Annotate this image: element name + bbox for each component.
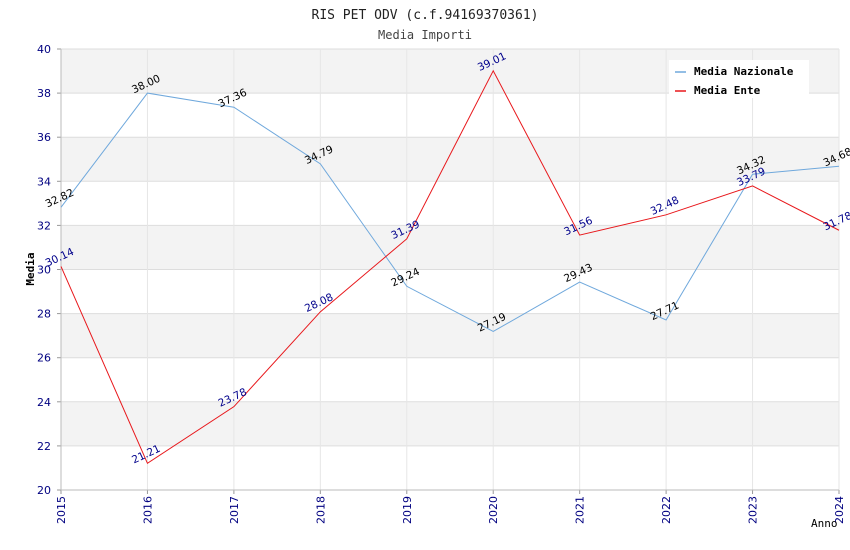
legend-label-media-nazionale: Media Nazionale [694,65,794,78]
y-tick-label: 20 [37,484,51,497]
x-tick-labels: 2015 2016 2017 2018 2019 2020 2021 2022 2023 2024 [55,496,846,524]
y-tick-label: 34 [37,175,51,188]
background-band [61,401,839,446]
background-band [61,445,839,490]
background-band [61,181,839,226]
legend-box [669,60,809,98]
background-band [61,225,839,270]
background-band [61,313,839,358]
x-tick-label: 2016 [141,496,154,524]
legend: Media Nazionale Media Ente [669,60,809,98]
x-tick-label: 2018 [314,496,327,524]
x-tick-label: 2023 [747,496,760,524]
y-tick-labels: 20 22 24 26 28 30 32 34 36 38 40 [37,43,51,497]
y-tick-label: 24 [37,396,51,409]
series-lines [60,69,840,465]
y-tick-label: 36 [37,131,51,144]
x-tick-label: 2019 [401,496,414,524]
background-band [61,93,839,138]
series-line-media-nazionale [60,92,840,333]
chart-subtitle: Media Importi [378,28,472,42]
y-tick-label: 22 [37,440,51,453]
y-tick-label: 30 [37,264,51,277]
background-band [61,137,839,182]
y-tick-label: 28 [37,308,51,321]
x-axis-label: Anno [811,517,838,530]
y-axis-label: Media [24,252,37,285]
x-tick-label: 2021 [574,496,587,524]
x-tick-label: 2020 [487,496,500,524]
y-tick-label: 26 [37,352,51,365]
background-band [61,357,839,402]
x-tick-label: 2024 [833,496,846,524]
x-tick-label: 2017 [228,496,241,524]
legend-label-media-ente: Media Ente [694,84,761,97]
background-band [61,269,839,314]
y-tick-label: 40 [37,43,51,56]
y-tick-label: 32 [37,219,51,232]
series-line-media-ente [60,69,840,465]
y-tick-label: 38 [37,87,51,100]
axes [57,48,840,494]
x-tick-label: 2015 [55,496,68,524]
x-tick-label: 2022 [660,496,673,524]
chart-title: RIS PET ODV (c.f.94169370361) [312,8,539,23]
